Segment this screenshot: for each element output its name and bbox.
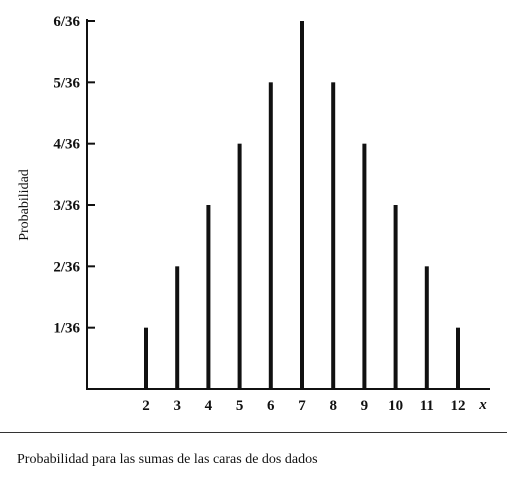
x-tick-label: 9 <box>361 398 369 414</box>
x-tick-label: 7 <box>298 398 306 414</box>
y-ticks: 1/36 2/36 3/36 4/36 5/36 6/36 <box>53 14 95 337</box>
bar-3 <box>175 266 180 389</box>
x-tick-label: 6 <box>267 398 275 414</box>
x-tick-label: 3 <box>173 398 181 414</box>
x-tick-label: 4 <box>205 398 213 414</box>
bar-7 <box>300 21 304 389</box>
x-tick-label: 5 <box>236 398 244 414</box>
bar-9 <box>362 143 367 389</box>
x-tick-label: 12 <box>451 398 466 414</box>
bar-10 <box>393 205 398 389</box>
bar-11 <box>424 266 429 389</box>
y-tick-label: 6/36 <box>53 14 80 30</box>
y-tick-label: 2/36 <box>53 259 80 275</box>
bar-2 <box>144 327 148 389</box>
x-tick-label: 8 <box>329 398 337 414</box>
probability-chart: Probabilidad x 1/362/363/364/365/366/36 … <box>17 14 490 414</box>
x-tick-label: 2 <box>142 398 150 414</box>
x-tick-label: 10 <box>388 398 403 414</box>
bar-4 <box>206 205 211 389</box>
caption-rule <box>0 432 507 433</box>
figure-caption: Probabilidad para las sumas de las caras… <box>17 452 318 467</box>
y-tick-label: 3/36 <box>53 198 80 214</box>
y-axis-title: Probabilidad <box>17 169 32 241</box>
bar-12 <box>456 327 460 389</box>
x-ticks: 2 3 4 5 6 7 8 9 10 11 12 <box>142 398 465 414</box>
y-tick-label: 4/36 <box>53 137 80 153</box>
y-tick-label: 5/36 <box>53 75 80 91</box>
x-axis-title: x <box>478 397 487 413</box>
bar-5 <box>237 143 242 389</box>
y-tick-label: 1/36 <box>53 321 80 337</box>
bars <box>144 21 460 389</box>
x-tick-label: 11 <box>420 398 434 414</box>
bar-8 <box>331 82 336 389</box>
bar-6 <box>268 82 273 389</box>
